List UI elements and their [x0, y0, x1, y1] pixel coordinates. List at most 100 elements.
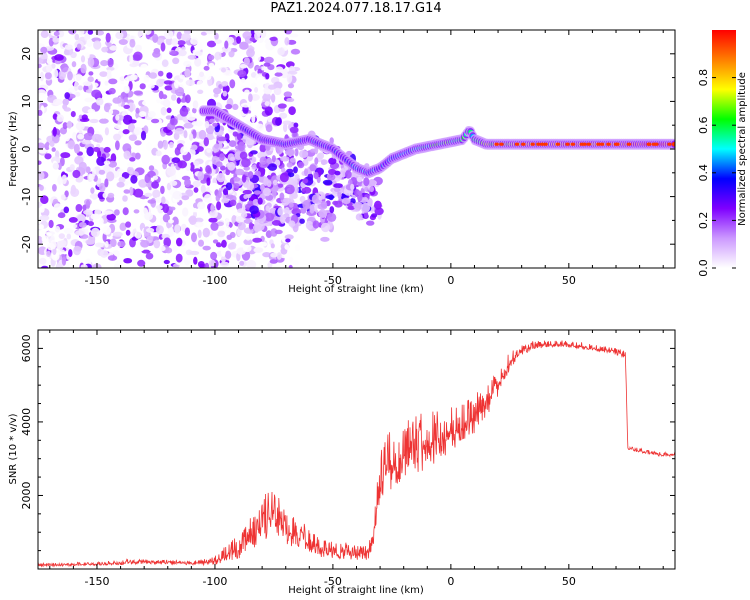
heatmap-cell: [232, 131, 238, 137]
heatmap-cell: [169, 141, 174, 149]
heatmap-cell: [342, 197, 351, 204]
heatmap-cell: [371, 213, 378, 218]
heatmap-cell: [67, 71, 73, 81]
heatmap-cell: [40, 46, 48, 54]
heatmap-cell: [93, 40, 102, 50]
heatmap-cell: [38, 235, 43, 245]
heatmap-cell: [86, 146, 94, 157]
heatmap-cell: [206, 177, 211, 186]
heatmap-cell: [103, 103, 111, 113]
heatmap-cell: [120, 252, 126, 258]
heatmap-cell: [276, 252, 282, 260]
snr-panel: -150 -100 -50 0 50 2000 4000 6000 Height of st…: [8, 329, 676, 596]
heatmap-cell: [74, 81, 79, 91]
heatmap-cell: [262, 92, 272, 102]
heatmap-cell: [328, 194, 334, 201]
heatmap-cell: [145, 182, 153, 188]
x-tick-label: -150: [84, 274, 109, 287]
y-tick-label: -10: [20, 188, 33, 206]
heatmap-cell: [291, 192, 298, 199]
heatmap-cell: [89, 193, 99, 199]
heatmap-cell: [203, 193, 212, 203]
heatmap-cell: [38, 109, 43, 116]
heatmap-cell: [117, 241, 126, 247]
heatmap-cell: [134, 140, 142, 146]
heatmap-cell: [322, 179, 333, 185]
heatmap-cell: [208, 63, 215, 68]
heatmap-cell: [226, 36, 235, 45]
heatmap-cell: [83, 209, 93, 215]
heatmap-cell: [137, 259, 146, 267]
heatmap-cell: [254, 219, 260, 226]
heatmap-cell: [108, 78, 118, 85]
heatmap-cell: [282, 120, 292, 125]
heatmap-cell: [293, 260, 300, 266]
heatmap-cell: [87, 221, 94, 227]
heatmap-cell: [96, 156, 106, 166]
spectrogram-y-axis-label: Frequency (Hz): [8, 111, 19, 187]
heatmap-cell: [286, 168, 294, 173]
heatmap-cell: [75, 91, 81, 97]
heatmap-cell: [38, 63, 42, 69]
heatmap-cell: [279, 34, 287, 39]
heatmap-cell: [100, 60, 109, 67]
heatmap-cell: [105, 32, 111, 43]
heatmap-cell: [241, 174, 247, 183]
heatmap-cell: [183, 122, 194, 129]
heatmap-cell: [289, 202, 294, 208]
heatmap-cell: [156, 98, 162, 104]
heatmap-cell: [97, 150, 102, 158]
heatmap-cell: [374, 200, 382, 210]
heatmap-cell: [267, 84, 277, 90]
heatmap-cell: [163, 30, 174, 40]
heatmap-cell: [233, 177, 241, 182]
heatmap-cell: [275, 66, 284, 73]
heatmap-cell: [314, 157, 319, 165]
spectrogram-y-ticks: -20 -10 0 10 20: [20, 29, 675, 269]
heatmap-cell: [98, 51, 104, 58]
heatmap-cell: [270, 228, 278, 237]
heatmap-cell: [68, 217, 78, 223]
heatmap-cell: [87, 76, 94, 83]
heatmap-cell: [368, 179, 376, 187]
heatmap-cell: [225, 194, 234, 200]
heatmap-cell: [80, 55, 86, 63]
heatmap-cell: [288, 33, 299, 38]
heatmap-cell: [175, 253, 183, 263]
heatmap-cell: [288, 220, 296, 227]
heatmap-cell: [257, 197, 263, 205]
heatmap-cell: [184, 68, 191, 78]
heatmap-cell: [155, 205, 163, 210]
heatmap-cell: [99, 182, 106, 193]
heatmap-cell: [311, 194, 319, 204]
heatmap-cell: [216, 201, 222, 211]
heatmap-cell: [209, 210, 218, 218]
heatmap-cell: [45, 72, 52, 80]
heatmap-cell: [253, 247, 264, 253]
heatmap-cell: [289, 126, 299, 133]
heatmap-cell: [60, 194, 66, 201]
heatmap-cell: [85, 239, 96, 245]
heatmap-cell: [283, 91, 292, 98]
heatmap-cell: [46, 57, 53, 65]
heatmap-cell: [353, 201, 363, 211]
heatmap-cell: [187, 255, 195, 261]
heatmap-cell: [128, 123, 135, 133]
heatmap-cell: [49, 140, 55, 147]
heatmap-cell: [172, 190, 182, 200]
heatmap-cell: [106, 71, 112, 81]
heatmap-cell: [87, 57, 95, 68]
heatmap-cell: [64, 132, 71, 142]
heatmap-cell: [151, 181, 160, 189]
heatmap-cell: [48, 219, 54, 229]
chart-title: PAZ1.2024.077.18.17.G14: [270, 1, 442, 16]
heatmap-cell: [191, 232, 197, 243]
heatmap-cell: [106, 42, 112, 47]
heatmap-cell: [169, 117, 178, 126]
heatmap-cell: [287, 83, 295, 89]
heatmap-cell: [369, 186, 375, 193]
heatmap-cell: [148, 83, 155, 89]
heatmap-cell: [75, 204, 83, 212]
heatmap-cell: [284, 244, 290, 250]
